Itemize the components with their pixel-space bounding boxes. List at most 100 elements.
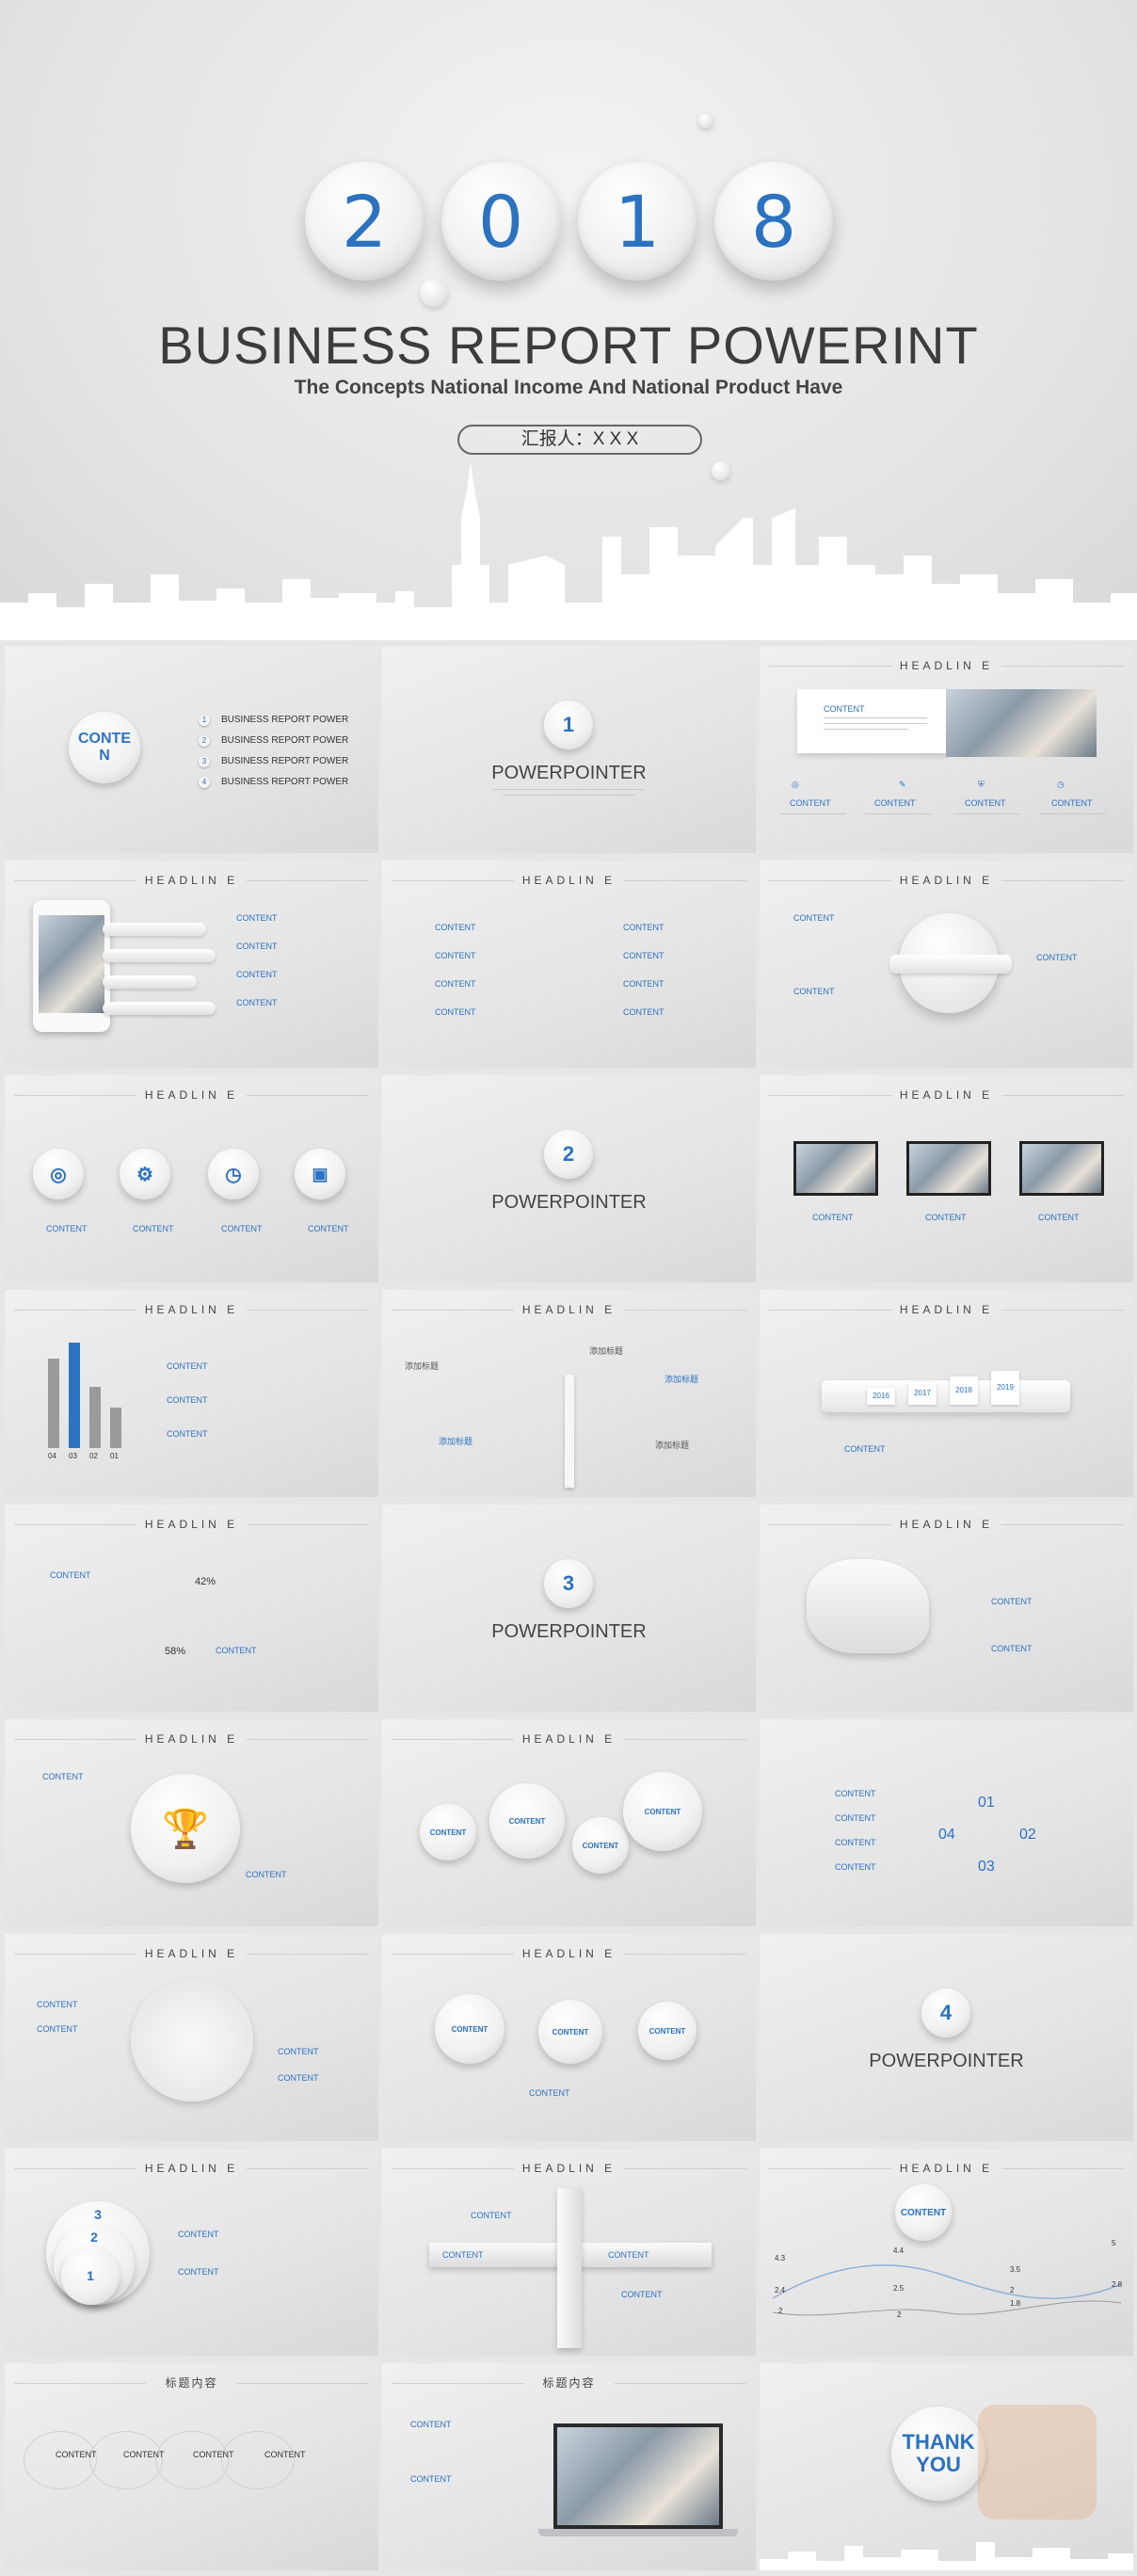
slide-arrows: HEADLIN E CONTENT CONTENT CONTENT CONTEN…: [382, 2149, 756, 2356]
target-icon: ◎: [33, 1149, 84, 1199]
watermark-logo: [978, 2405, 1097, 2520]
laptop-image: [793, 1141, 878, 1196]
china-map: [807, 1559, 929, 1653]
text-line: [493, 789, 644, 790]
bar-label: 04: [48, 1452, 56, 1460]
bar-label: 03: [69, 1452, 77, 1460]
slide-heading: HEADLIN E: [760, 874, 1133, 887]
bar-01: [110, 1408, 121, 1448]
content-bubble: CONTENT: [895, 2184, 952, 2241]
agenda-item: 4 BUSINESS REPORT POWER: [199, 772, 348, 793]
clock-icon: ◷: [1057, 780, 1065, 789]
tree-label: 添加标题: [405, 1361, 440, 1371]
bar-label: 01: [110, 1452, 119, 1460]
slide-phone: HEADLIN E CONTENT CONTENT CONTENT CONTEN…: [5, 861, 378, 1068]
percent-value: 42%: [195, 1576, 216, 1587]
slide-laptop-photo: 标题内容 CONTENT CONTENT: [382, 2363, 756, 2570]
tree-label: 添加标题: [665, 1375, 699, 1384]
slide-contents: CONTE N 1 BUSINESS REPORT POWER 2 BUSINESS…: [5, 646, 378, 853]
info-bar: [103, 975, 197, 989]
line-point: 3.5: [1010, 2265, 1021, 2274]
petal-label: 03: [978, 1859, 995, 1875]
bar-04: [48, 1359, 59, 1448]
timeline-label: CONTENT: [123, 2450, 165, 2459]
target-icon: ◎: [792, 780, 799, 789]
year-box: 2019: [991, 1371, 1019, 1405]
slide-drops: HEADLIN E CONTENT CONTENT CONTENT CONTEN…: [382, 1934, 756, 2141]
slide-bubbles: HEADLIN E CONTENT CONTENT CONTENT CONTEN…: [382, 1719, 756, 1926]
section-number: 2: [544, 1130, 593, 1179]
slide-headline-photo: HEADLIN E CONTENT ◎ ✎ ⛨ ◷ CONTENT CONTEN…: [760, 646, 1133, 853]
bar-03: [69, 1343, 80, 1448]
line-point: 2: [1010, 2286, 1015, 2294]
year-digit: 2: [305, 162, 424, 281]
slide-line-chart: HEADLIN E CONTENT 4.3 4.4 3.5 5 2.4 2.5 …: [760, 2149, 1133, 2356]
slide-tree: HEADLIN E 添加标题 添加标题 添加标题 添加标题 添加标题: [382, 1290, 756, 1497]
year-box: 2016: [867, 1388, 895, 1405]
agenda-item: 2 BUSINESS REPORT POWER: [199, 731, 348, 751]
slide-section-4: 4 POWERPOINTER: [760, 1934, 1133, 2141]
slide-section-3: 3 POWERPOINTER: [382, 1505, 756, 1712]
tree-label: 添加标题: [589, 1346, 624, 1356]
slide-bar-chart: HEADLIN E 04 03 02 01 CONTENT CONTENT CO…: [5, 1290, 378, 1497]
slide-heading: HEADLIN E: [5, 1732, 378, 1746]
slide-stack: HEADLIN E 3 2 1 CONTENT CONTENT: [5, 2149, 378, 2356]
slide-heading: HEADLIN E: [5, 2162, 378, 2175]
slide-heading: HEADLIN E: [760, 1303, 1133, 1316]
year-digit: 8: [714, 162, 833, 281]
agenda-item: 3 BUSINESS REPORT POWER: [199, 751, 348, 772]
line-point: 1.8: [1010, 2299, 1021, 2308]
reporter-label: 汇报人：X X X: [457, 425, 702, 455]
id-card-icon: ▣: [295, 1149, 345, 1199]
line-point: 2.5: [893, 2284, 905, 2293]
slide-heading: HEADLIN E: [5, 1518, 378, 1531]
tree-label: 添加标题: [655, 1441, 690, 1450]
bar-chart: [48, 1343, 133, 1448]
slide-eight-list: HEADLIN E CONTENT CONTENT CONTENT CONTEN…: [382, 861, 756, 1068]
agenda-item: 1 BUSINESS REPORT POWER: [199, 710, 348, 731]
slide-section-2: 2 POWERPOINTER: [382, 1075, 756, 1282]
gear-icon: ⚙: [120, 1149, 170, 1199]
slide-laptops: HEADLIN E CONTENT CONTENT CONTENT: [760, 1075, 1133, 1282]
percent-value: 58%: [165, 1646, 186, 1657]
content-bubble: CONTENT: [420, 1804, 476, 1860]
slide-heading: 标题内容: [5, 2376, 378, 2390]
section-title: POWERPOINTER: [491, 1621, 647, 1642]
info-bar: [889, 955, 1012, 974]
line-point: 2.8: [1112, 2280, 1123, 2289]
section-number: 1: [544, 700, 593, 749]
phone-mockup: [33, 900, 110, 1032]
bubble-decor: [698, 113, 713, 128]
content-bubble: CONTENT: [489, 1783, 565, 1859]
info-bar: [103, 923, 206, 936]
slide-heading: HEADLIN E: [760, 1518, 1133, 1531]
line-point: 5: [1112, 2239, 1116, 2247]
line-point: 2: [778, 2307, 783, 2315]
slide-percent: HEADLIN E CONTENT 42% 58% CONTENT: [5, 1505, 378, 1712]
thank-you-badge: THANK YOU: [891, 2407, 985, 2501]
agenda-list: 1 BUSINESS REPORT POWER 2 BUSINESS REPORT …: [199, 710, 348, 793]
text-card: CONTENT: [797, 689, 948, 753]
slide-heading: HEADLIN E: [382, 1732, 756, 1746]
slide-heading: HEADLIN E: [5, 1303, 378, 1316]
stack-circle: 1: [61, 2246, 120, 2305]
slide-half-circle: HEADLIN E CONTENT CONTENT CONTENT: [760, 861, 1133, 1068]
slide-heading: HEADLIN E: [5, 1088, 378, 1102]
slide-process: HEADLIN E ◎ ⚙ ◷ ▣ CONTENT CONTENT CONTEN…: [5, 1075, 378, 1282]
contents-badge: CONTE N: [69, 712, 140, 783]
bubble-decor: [420, 279, 448, 307]
laptop-image: [1019, 1141, 1104, 1196]
bubble-decor: [712, 461, 730, 480]
slide-hexagon: HEADLIN E CONTENT CONTENT CONTENT CONTEN…: [5, 1934, 378, 2141]
slide-timeline: 标题内容 CONTENT CONTENT CONTENT CONTENT: [5, 2363, 378, 2570]
slide-heading: HEADLIN E: [760, 659, 1133, 672]
slide-heading: HEADLIN E: [5, 1947, 378, 1960]
cover-slide: 2 0 1 8 BUSINESS REPORT POWERINT The Con…: [0, 0, 1137, 640]
year-digit: 1: [578, 162, 697, 281]
info-bar: [103, 949, 216, 962]
tree-label: 添加标题: [439, 1437, 473, 1446]
line-chart: [773, 2264, 1121, 2316]
slide-heading: HEADLIN E: [5, 874, 378, 887]
year-box: 2017: [908, 1382, 937, 1405]
content-bubble: CONTENT: [572, 1817, 629, 1874]
